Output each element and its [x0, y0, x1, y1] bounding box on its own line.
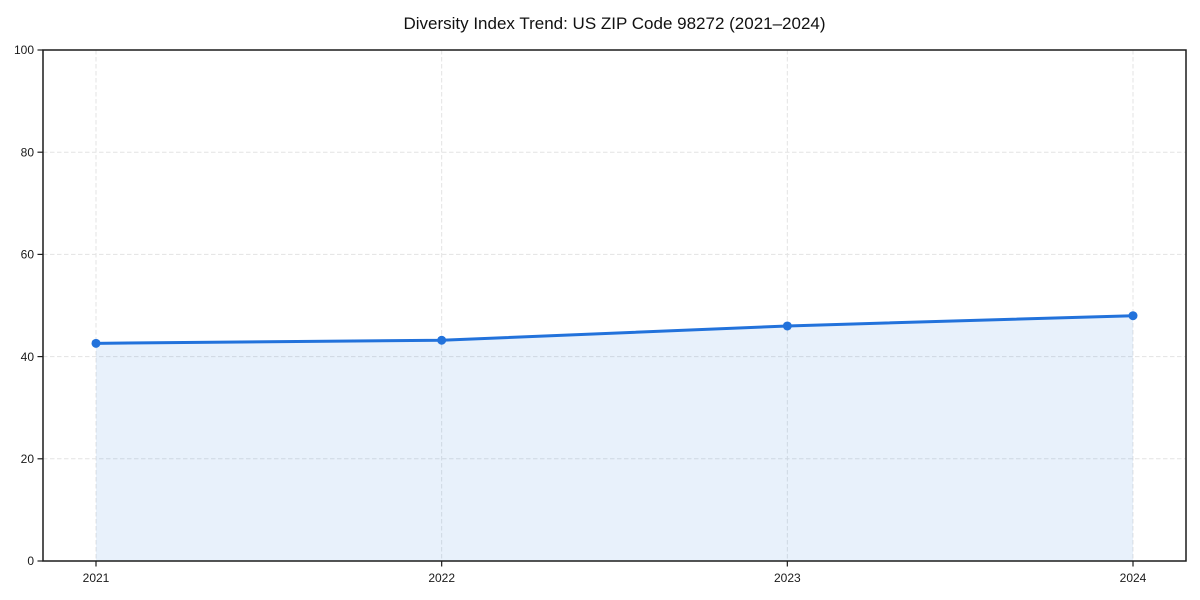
y-tick-labels: 0 20 40 60 80 100	[14, 43, 34, 568]
x-tick-label: 2024	[1120, 571, 1147, 585]
axes-frame-rect	[42, 49, 1187, 562]
x-tick-label: 2023	[774, 571, 801, 585]
x-tick-labels: 2021 2022 2023 2024	[83, 571, 1147, 585]
series-line-path	[94, 314, 1135, 345]
data-point	[91, 338, 101, 348]
axes-frame	[42, 49, 1187, 562]
x-tick-label: 2021	[83, 571, 110, 585]
data-point	[782, 321, 792, 331]
y-tick-label: 40	[21, 350, 35, 364]
axis-ticks	[37, 49, 1134, 567]
y-tick-label: 0	[27, 554, 34, 568]
chart-title: Diversity Index Trend: US ZIP Code 98272…	[403, 14, 825, 33]
y-tick-label: 100	[14, 43, 34, 57]
series-line	[94, 314, 1135, 345]
data-point	[437, 335, 447, 345]
x-tick-label: 2022	[428, 571, 455, 585]
data-point-markers	[91, 311, 1138, 348]
y-tick-label: 20	[21, 452, 35, 466]
area-fill-path	[96, 315, 1133, 561]
y-tick-label: 60	[21, 248, 35, 262]
data-point	[1128, 311, 1138, 321]
y-tick-label: 80	[21, 145, 35, 159]
area-fill	[96, 315, 1133, 561]
